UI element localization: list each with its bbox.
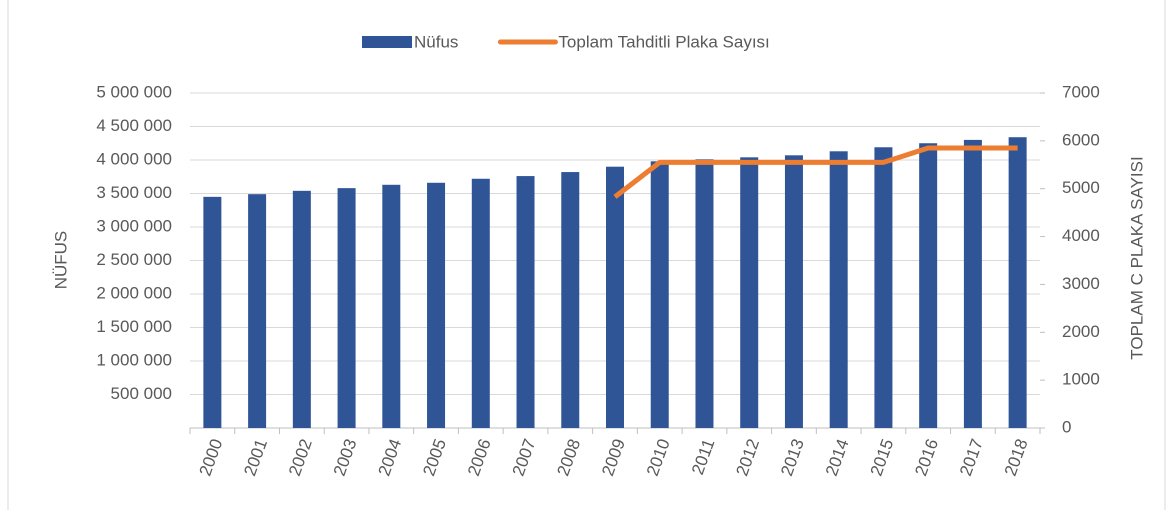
legend-swatch [362, 36, 412, 48]
bar [292, 190, 311, 428]
bar [337, 188, 356, 428]
y-tick-label: 3 500 000 [96, 183, 172, 202]
y2-tick-label: 0 [1062, 417, 1071, 436]
y2-tick-label: 3000 [1062, 274, 1100, 293]
bar [248, 194, 267, 428]
y-tick-label: 2 000 000 [96, 283, 172, 302]
bar [919, 143, 938, 428]
bar [516, 176, 535, 428]
bar [471, 178, 490, 428]
y2-tick-label: 4000 [1062, 226, 1100, 245]
bar [874, 147, 893, 428]
bar [427, 182, 446, 428]
y-tick-label: 1 000 000 [96, 350, 172, 369]
bar [561, 172, 580, 428]
y-tick-label: 1 500 000 [96, 317, 172, 336]
chart-frame [7, 0, 1166, 510]
y-tick-label: 2 500 000 [96, 250, 172, 269]
bar [606, 166, 624, 428]
y-tick-label: 5 000 000 [96, 82, 172, 101]
bar [740, 157, 759, 428]
bar [382, 184, 401, 428]
y2-tick-label: 7000 [1062, 82, 1100, 101]
bar [203, 196, 222, 428]
bar [650, 161, 669, 428]
y-tick-label: 3 000 000 [96, 216, 172, 235]
bar [963, 139, 982, 428]
y-tick-label: 4 500 000 [96, 116, 172, 135]
legend-label: Toplam Tahditli Plaka Sayısı [558, 32, 769, 51]
y2-tick-label: 1000 [1062, 370, 1100, 389]
y-tick-label: 500 000 [111, 384, 172, 403]
bar [784, 155, 803, 428]
legend-label: Nüfus [414, 32, 458, 51]
bar [1008, 137, 1027, 428]
y2-axis-title: TOPLAM C PLAKA SAYISI [1127, 156, 1146, 359]
y-axis-title: NÜFUS [51, 231, 70, 290]
bar [695, 159, 714, 428]
y-tick-label: 4 000 000 [96, 149, 172, 168]
line [613, 145, 1018, 199]
y2-tick-label: 6000 [1062, 130, 1100, 149]
y2-tick-label: 2000 [1062, 322, 1100, 341]
y2-tick-label: 5000 [1062, 178, 1100, 197]
bar [829, 151, 848, 429]
